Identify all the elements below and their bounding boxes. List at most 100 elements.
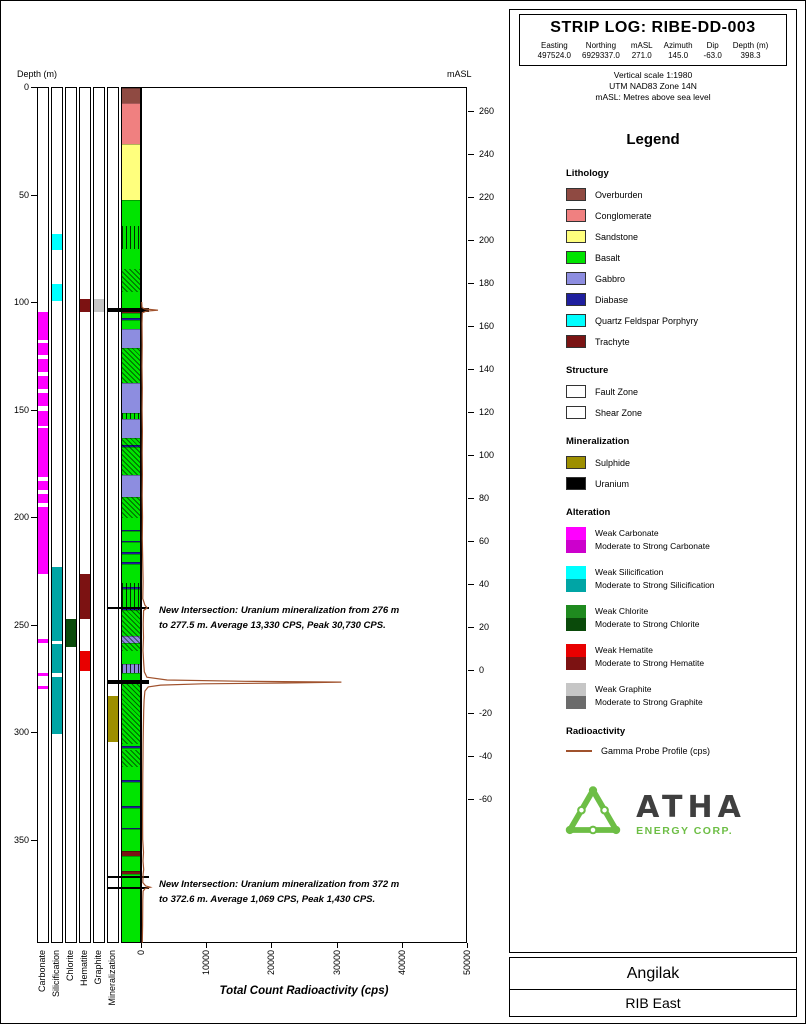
uranium-band — [107, 876, 149, 879]
masl-tick — [468, 282, 474, 284]
lithology-interval — [122, 780, 140, 783]
column-label-mineralization: Mineralization — [107, 950, 117, 1006]
masl-tick-label: 100 — [479, 449, 495, 460]
structure-shear-zone — [122, 681, 140, 744]
carbonate-interval — [38, 376, 48, 389]
column-label-graphite: Graphite — [93, 950, 103, 985]
carbonate-interval — [38, 507, 48, 574]
annotation-line: New Intersection: Uranium mineralization… — [159, 605, 400, 616]
carbonate-interval — [38, 494, 48, 503]
lithology-interval — [122, 103, 140, 145]
radioactivity-plot-area — [141, 87, 467, 944]
masl-tick-label: 40 — [479, 578, 490, 589]
uranium-band — [107, 680, 149, 684]
silicification-swatch — [566, 566, 586, 592]
carbonate-interval — [38, 410, 48, 426]
lithology-interval — [122, 552, 140, 555]
masl-tick — [468, 454, 474, 456]
depth-tick-label: 250 — [13, 619, 29, 630]
carbonate-interval — [38, 342, 48, 355]
annotation-line: to 277.5 m. Average 13,330 CPS, Peak 30,… — [159, 620, 386, 631]
lithology-interval — [122, 807, 140, 829]
masl-tick-label: 260 — [479, 105, 495, 116]
legend-body: Lithology Overburden Conglomerate Sandst… — [566, 168, 796, 756]
x-tick — [467, 943, 468, 949]
masl-tick — [468, 626, 474, 628]
quartz-feldspar-porphyry-swatch — [566, 314, 586, 327]
structure-shear-zone — [122, 496, 140, 518]
info-col-azimuth: Azimuth 145.0 — [663, 41, 693, 60]
fault-zone-swatch — [566, 385, 586, 398]
lithology-interval — [122, 475, 140, 498]
structure-fault-zone — [122, 664, 140, 673]
uranium-band — [107, 308, 149, 312]
legend-section-mineralization: Mineralization Sulphide Uranium — [566, 436, 796, 490]
diabase-swatch — [566, 293, 586, 306]
carbonate-interval — [38, 358, 48, 372]
masl-tick — [468, 325, 474, 327]
info-col-depth: Depth (m) 398.3 — [732, 41, 769, 60]
logo-subtitle: ENERGY CORP. — [636, 825, 734, 837]
x-tick-label: 0 — [136, 950, 146, 956]
carbonate-interval — [38, 427, 48, 478]
legend-item-gabbro: Gabbro — [566, 272, 796, 285]
intersection-annotation: New Intersection: Uranium mineralization… — [159, 603, 399, 633]
x-tick-label: 30000 — [331, 950, 342, 976]
column-chlorite — [65, 87, 77, 944]
legend-title: Legend — [626, 131, 680, 148]
legend-item-sandstone: Sandstone — [566, 230, 796, 243]
masl-tick — [468, 153, 474, 155]
legend-item-uranium: Uranium — [566, 477, 796, 490]
lithology-interval — [122, 827, 140, 831]
depth-tick-label: 50 — [18, 189, 29, 200]
depth-tick-label: 0 — [23, 82, 29, 92]
x-tick-label: 40000 — [396, 950, 407, 976]
legend-group-chlorite: Weak Chlorite Moderate to Strong Chlorite — [566, 605, 796, 631]
legend-section-radioactivity: Radioactivity Gamma Probe Profile (cps) — [566, 726, 796, 756]
legend-group-hematite: Weak Hematite Moderate to Strong Hematite — [566, 644, 796, 670]
masl-tick — [468, 712, 474, 714]
x-tick — [271, 943, 273, 949]
column-graphite — [93, 87, 105, 944]
info-col-masl: mASL 271.0 — [630, 41, 653, 60]
sandstone-swatch — [566, 230, 586, 243]
x-tick-label: 20000 — [266, 950, 277, 976]
x-tick — [206, 943, 208, 949]
sulphide-interval — [108, 696, 118, 742]
masl-tick-label: 220 — [479, 191, 495, 202]
carbonate-interval — [38, 481, 48, 491]
legend-section-lithology: Lithology Overburden Conglomerate Sandst… — [566, 168, 796, 348]
column-label-hematite: Hematite — [79, 950, 89, 987]
legend-section-structure: Structure Fault Zone Shear Zone — [566, 365, 796, 419]
sulphide-swatch — [566, 456, 586, 469]
masl-tick-label: 140 — [479, 363, 495, 374]
lithology-interval — [122, 851, 140, 857]
lithology-interval — [122, 829, 140, 853]
intersection-annotation: New Intersection: Uranium mineralization… — [159, 877, 399, 907]
masl-tick-label: 60 — [479, 535, 490, 546]
masl-tick-label: 80 — [479, 492, 490, 503]
masl-tick-label: -20 — [479, 707, 493, 718]
lithology-interval — [122, 540, 140, 544]
legend-section-alteration: Alteration Weak Carbonate Moderate to Str… — [566, 507, 796, 709]
silicification-interval — [52, 677, 62, 735]
lithology-interval — [122, 319, 140, 330]
lithology-interval — [122, 542, 140, 554]
legend-item-trachyte: Trachyte — [566, 335, 796, 348]
info-col-easting: Easting 497524.0 — [537, 41, 572, 60]
masl-tick — [468, 669, 474, 671]
column-mineralization — [107, 87, 119, 944]
carbonate-interval — [38, 393, 48, 407]
masl-tick — [468, 368, 474, 370]
column-label-carbonate: Carbonate — [37, 950, 47, 993]
lithology-interval — [122, 382, 140, 414]
basalt-swatch — [566, 251, 586, 264]
lithology-interval — [122, 88, 140, 105]
info-col-dip: Dip -63.0 — [703, 41, 722, 60]
masl-tick — [468, 755, 474, 757]
carbonate-interval — [38, 685, 48, 689]
conglomerate-swatch — [566, 209, 586, 222]
info-col-northing: Northing 6929337.0 — [582, 41, 620, 60]
